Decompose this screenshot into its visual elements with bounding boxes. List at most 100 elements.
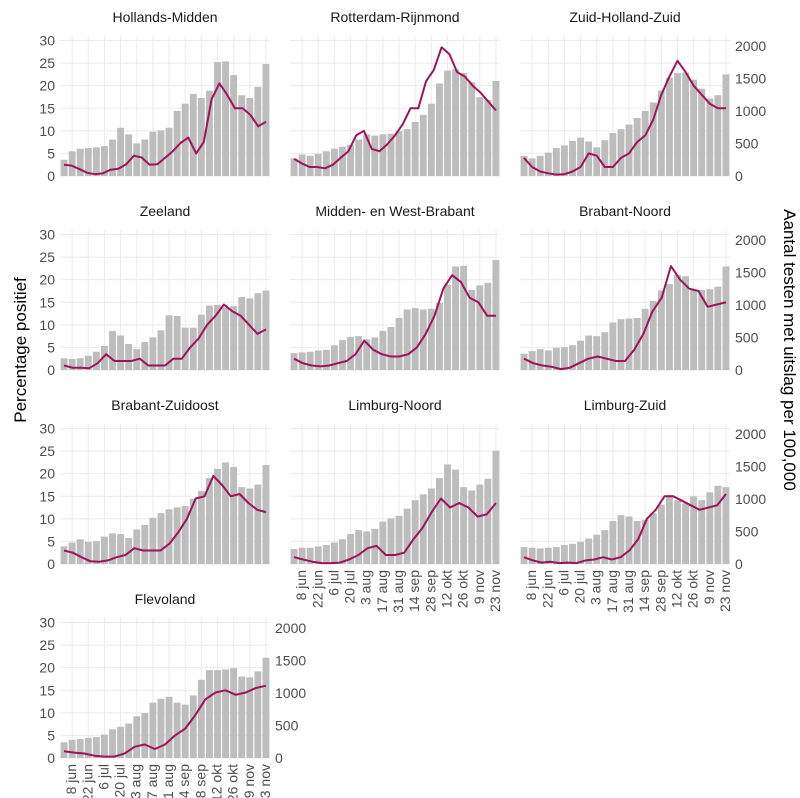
bar	[435, 83, 443, 176]
bar	[544, 547, 552, 564]
y-right-tick-label: 1500	[735, 458, 766, 474]
x-tick-label: 23 nov	[257, 764, 273, 798]
bar	[84, 148, 92, 176]
bar	[157, 130, 165, 176]
y-left-tick-label: 15	[39, 100, 55, 116]
bar	[444, 70, 451, 176]
bar	[262, 64, 270, 176]
bar	[133, 716, 141, 758]
x-tick-label: 31 aug	[160, 764, 176, 798]
bar	[92, 737, 100, 758]
bar	[617, 515, 625, 564]
bar	[427, 308, 435, 370]
bar	[544, 152, 552, 176]
y-right-tick-label: 2000	[735, 426, 766, 442]
y-left-tick-label: 20	[39, 466, 55, 482]
bar	[552, 547, 560, 564]
bar	[552, 148, 560, 176]
bar	[60, 742, 68, 758]
panel-5: Midden- en West-Brabant	[290, 203, 500, 371]
bar	[577, 541, 585, 564]
bar	[363, 134, 371, 176]
bar	[452, 69, 460, 176]
bar	[536, 548, 544, 564]
bar	[722, 487, 730, 564]
bar	[419, 114, 427, 176]
bar	[68, 358, 76, 370]
bar	[468, 490, 476, 564]
panel-10: Flevoland 0 5 10 15 20 25 30 0 500 1000 1500 2000 8 j…	[39, 591, 306, 798]
bar	[601, 140, 609, 176]
bar	[387, 518, 395, 564]
bar	[657, 90, 665, 176]
bar	[149, 131, 157, 176]
bar	[238, 95, 246, 176]
bar	[141, 713, 149, 758]
bar	[690, 79, 698, 176]
y-right-axis-title: Aantal testen met uitslag per 100,000	[780, 209, 799, 491]
y-right-tick-label: 1000	[735, 297, 766, 313]
bar	[322, 349, 330, 370]
y-left-tick-label: 5	[47, 145, 55, 161]
y-left-tick-label: 20	[39, 78, 55, 94]
y-right-tick-label: 1000	[275, 685, 306, 701]
bar	[238, 297, 246, 370]
y-left-tick-label: 10	[39, 705, 55, 721]
bar	[246, 298, 254, 370]
bar	[60, 358, 68, 370]
bar	[222, 669, 230, 758]
panel-title: Limburg-Zuid	[584, 397, 666, 413]
x-tick-label: 17 aug	[144, 764, 160, 798]
bar	[197, 491, 205, 564]
bar	[520, 547, 528, 564]
bar	[476, 97, 484, 176]
bar	[197, 314, 205, 370]
x-tick-label: 6 jul	[555, 570, 571, 596]
bar	[100, 345, 108, 370]
bar	[222, 307, 230, 370]
bar	[165, 509, 173, 564]
bar	[585, 335, 593, 370]
panel-title: Brabant-Zuidoost	[111, 397, 219, 413]
y-right-tick-label: 0	[735, 556, 743, 572]
bar	[649, 102, 657, 176]
x-tick-label: 20 jul	[342, 570, 358, 603]
x-tick-label: 17 aug	[604, 570, 620, 613]
bar	[560, 347, 568, 370]
bar	[633, 118, 641, 176]
bar	[460, 265, 468, 370]
bar	[577, 340, 585, 370]
bar	[690, 496, 698, 564]
bar	[189, 695, 197, 758]
bar	[593, 336, 601, 370]
bar	[625, 516, 633, 564]
bar	[125, 537, 133, 564]
bar	[214, 670, 221, 758]
bar	[189, 327, 197, 370]
bar	[314, 350, 322, 370]
bar	[222, 462, 230, 564]
bar	[84, 737, 92, 758]
bar	[641, 110, 649, 176]
bar	[435, 302, 443, 370]
bar	[641, 519, 649, 564]
bar	[665, 77, 673, 176]
line-series	[63, 82, 267, 176]
x-tick-label: 6 jul	[325, 570, 341, 596]
bar	[355, 139, 363, 176]
bar	[189, 93, 197, 176]
bar	[76, 739, 84, 758]
y-right-tick-label: 2000	[275, 620, 306, 636]
x-tick-label: 26 okt	[455, 570, 471, 608]
bar	[214, 62, 221, 177]
line-series	[293, 274, 496, 368]
bar	[165, 315, 173, 370]
bar	[395, 131, 403, 176]
bar	[714, 485, 722, 564]
panel-title: Limburg-Noord	[348, 397, 441, 413]
y-left-tick-label: 10	[39, 123, 55, 139]
bar	[536, 155, 544, 176]
y-left-tick-label: 20	[39, 272, 55, 288]
bar	[181, 327, 189, 370]
y-right-tick-label: 500	[275, 717, 299, 733]
